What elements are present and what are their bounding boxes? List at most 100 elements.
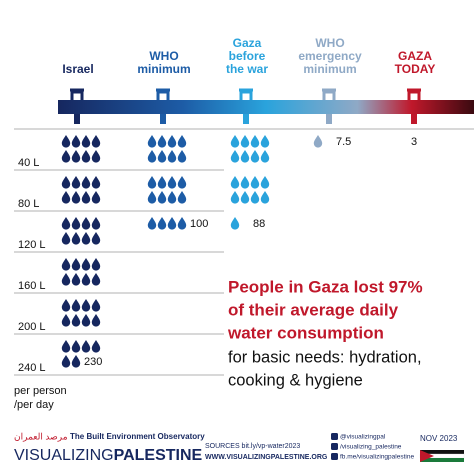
drop bbox=[230, 217, 240, 230]
drop bbox=[313, 135, 323, 148]
y-axis-label: per person bbox=[14, 385, 67, 397]
drop bbox=[167, 176, 177, 189]
column-label: TODAY bbox=[395, 62, 436, 76]
drop bbox=[167, 191, 177, 204]
drop bbox=[61, 299, 71, 312]
drop bbox=[81, 217, 91, 230]
faucet-spout bbox=[411, 114, 417, 124]
drop bbox=[81, 135, 91, 148]
drop bbox=[71, 314, 81, 327]
drop bbox=[241, 217, 249, 230]
drop bbox=[177, 135, 187, 148]
faucet-spout bbox=[326, 114, 332, 124]
date: NOV 2023 bbox=[420, 434, 458, 443]
drop bbox=[147, 135, 157, 148]
drop bbox=[240, 150, 250, 163]
faucet-spout bbox=[243, 114, 249, 124]
drop bbox=[230, 191, 240, 204]
y-tick-label: 200 L bbox=[18, 321, 46, 333]
drop bbox=[81, 191, 91, 204]
arabic-name: مرصد العمران bbox=[14, 431, 68, 442]
drop bbox=[71, 217, 81, 230]
drop bbox=[71, 232, 81, 245]
headline: water consumption bbox=[227, 323, 384, 342]
y-axis-label: /per day bbox=[14, 399, 54, 411]
drop bbox=[71, 150, 81, 163]
faucet bbox=[239, 88, 253, 100]
column-label: the war bbox=[226, 62, 268, 76]
body-text: for basic needs: hydration, bbox=[228, 348, 422, 366]
drop bbox=[81, 340, 91, 353]
faucet bbox=[322, 88, 336, 100]
drop bbox=[250, 191, 260, 204]
drop bbox=[157, 217, 167, 230]
faucet-spout bbox=[74, 114, 80, 124]
value-label: 230 bbox=[84, 356, 102, 368]
social: /visualizing_palestine bbox=[340, 444, 402, 451]
drop bbox=[61, 191, 71, 204]
drop bbox=[61, 135, 71, 148]
column-label: minimum bbox=[137, 62, 190, 76]
drop bbox=[240, 135, 250, 148]
website: WWW.VISUALIZINGPALESTINE.ORG bbox=[205, 454, 328, 461]
body-text: cooking & hygiene bbox=[228, 371, 363, 389]
flag bbox=[419, 450, 465, 462]
drop bbox=[91, 340, 101, 353]
drop bbox=[157, 150, 167, 163]
drop bbox=[147, 150, 157, 163]
drop bbox=[71, 299, 81, 312]
drop bbox=[260, 176, 270, 189]
drop bbox=[81, 258, 91, 271]
drop bbox=[91, 150, 101, 163]
drop bbox=[250, 135, 260, 148]
drop bbox=[81, 299, 91, 312]
drop bbox=[61, 340, 71, 353]
drop bbox=[177, 217, 187, 230]
drop bbox=[167, 135, 177, 148]
observatory: The Built Environment Observatory bbox=[70, 432, 205, 441]
drop bbox=[71, 176, 81, 189]
drop bbox=[91, 176, 101, 189]
faucet bbox=[156, 88, 170, 100]
drop bbox=[157, 135, 167, 148]
y-tick-label: 160 L bbox=[18, 280, 46, 292]
brand-bold: PALESTINE bbox=[114, 447, 203, 464]
column-label: minimum bbox=[303, 62, 356, 76]
drop bbox=[81, 176, 91, 189]
drop bbox=[324, 135, 332, 148]
value-label: 88 bbox=[253, 218, 265, 230]
brand: VISUALIZINGPALESTINE bbox=[14, 447, 203, 464]
drop bbox=[61, 176, 71, 189]
drop bbox=[71, 340, 81, 353]
drop bbox=[61, 273, 71, 286]
drop bbox=[167, 150, 177, 163]
drop bbox=[250, 150, 260, 163]
drop bbox=[260, 191, 270, 204]
column-label: Israel bbox=[62, 62, 93, 76]
drop bbox=[167, 217, 177, 230]
drop bbox=[91, 191, 101, 204]
value-label: 100 bbox=[190, 218, 208, 230]
drop bbox=[147, 191, 157, 204]
social: @visualizingpal bbox=[340, 434, 386, 441]
column-label: WHO bbox=[315, 36, 344, 50]
drop-column bbox=[61, 135, 101, 368]
value-label: 3 bbox=[411, 136, 417, 148]
headline: of their average daily bbox=[228, 300, 399, 319]
drop bbox=[81, 273, 91, 286]
drop bbox=[81, 150, 91, 163]
social: fb.me/visualizingpalestine bbox=[340, 454, 414, 461]
drop bbox=[250, 176, 260, 189]
drop bbox=[61, 232, 71, 245]
drop bbox=[71, 258, 81, 271]
drop bbox=[71, 135, 81, 148]
faucet bbox=[70, 88, 84, 100]
drop bbox=[147, 217, 157, 230]
drop bbox=[71, 355, 81, 368]
drop bbox=[91, 314, 101, 327]
drop bbox=[177, 191, 187, 204]
drop bbox=[230, 176, 240, 189]
faucet bbox=[407, 88, 421, 100]
y-tick-label: 120 L bbox=[18, 239, 46, 251]
brand-light: VISUALIZING bbox=[14, 447, 114, 464]
